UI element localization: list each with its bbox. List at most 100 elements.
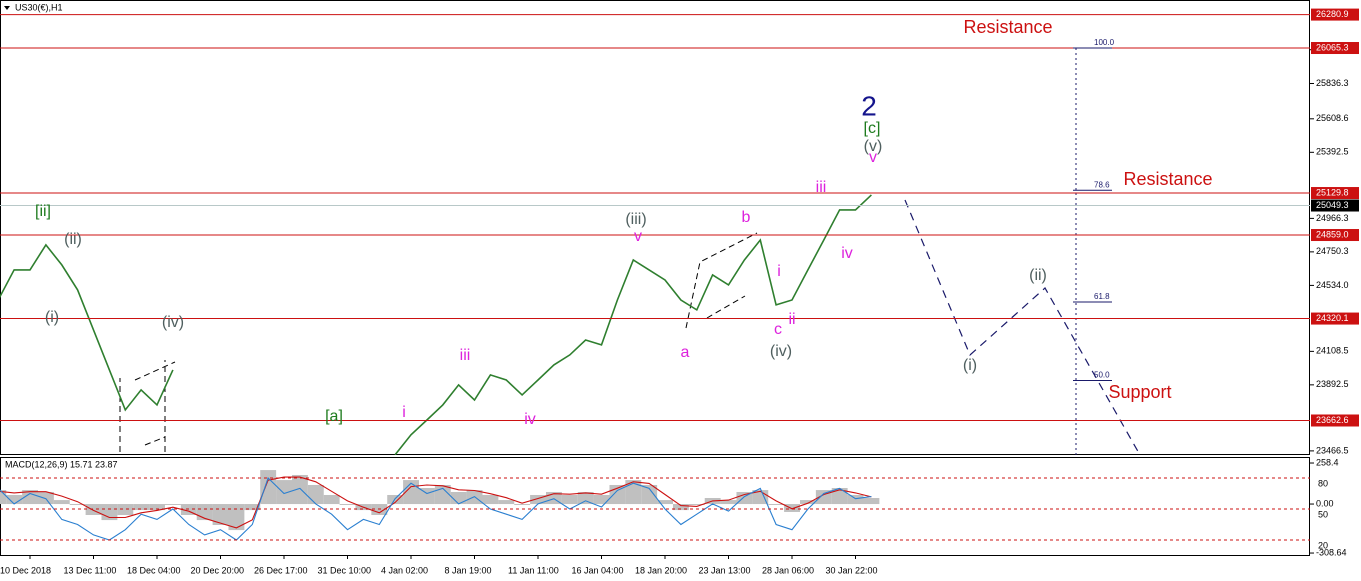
price-layer xyxy=(0,194,872,455)
wave-label: i xyxy=(777,263,781,280)
x-tick-label: 30 Jan 22:00 xyxy=(826,565,878,575)
wave-label: i xyxy=(402,404,406,421)
macd-bar xyxy=(260,470,277,505)
fib-label: 100.0 xyxy=(1094,38,1115,47)
macd-bar xyxy=(133,504,150,511)
x-tick-label: 4 Jan 02:00 xyxy=(381,565,428,575)
macd-bar xyxy=(514,504,531,505)
y-tick-label: 23892.5 xyxy=(1316,379,1349,389)
y-tick-label: 23466.5 xyxy=(1316,445,1349,455)
x-tick-label: 11 Jan 11:00 xyxy=(508,565,559,575)
wave-label: (ii) xyxy=(1029,267,1047,284)
macd-bar xyxy=(799,500,816,505)
wave-label: iii xyxy=(816,179,827,196)
macd-bar xyxy=(831,488,848,505)
macd-bar xyxy=(53,500,70,505)
y-tick-label: 24966.3 xyxy=(1316,213,1349,223)
macd-bar xyxy=(0,490,7,505)
macd-bar xyxy=(149,504,165,511)
level-tag xyxy=(1311,42,1359,55)
y-tick-label: -308.64 xyxy=(1316,547,1347,557)
oscillator-line xyxy=(0,476,872,541)
macd-bar xyxy=(482,494,499,505)
macd-bar xyxy=(228,504,245,531)
macd-bar xyxy=(37,491,54,505)
y2-tick-label: 50 xyxy=(1318,509,1328,519)
price-pane xyxy=(0,0,1310,455)
wave-label: v xyxy=(634,228,642,245)
macd-bar xyxy=(69,504,86,505)
wave-label: iv xyxy=(524,411,536,428)
macd-bar xyxy=(657,500,673,505)
channel xyxy=(119,360,176,452)
macd-bar xyxy=(117,504,134,515)
level-label: 26280.9 xyxy=(1316,9,1349,19)
macd-bar xyxy=(863,498,880,505)
wave-label: [a] xyxy=(325,408,343,425)
signal-line xyxy=(0,476,872,529)
x-tick-label: 20 Dec 20:00 xyxy=(191,565,245,575)
macd-bar xyxy=(784,504,800,512)
wave-label: iv xyxy=(841,245,853,262)
wave-label: iii xyxy=(460,347,471,364)
wave-label: Support xyxy=(1108,382,1171,402)
macd-bar xyxy=(339,504,356,505)
macd-bar xyxy=(6,494,23,505)
level-label: 24859.0 xyxy=(1316,229,1349,239)
macd-layer xyxy=(0,470,880,541)
wave-label: (v) xyxy=(864,138,883,155)
macd-bar xyxy=(22,490,38,505)
macd-bar xyxy=(641,484,658,505)
wave-label: (i) xyxy=(963,357,977,374)
projection-path xyxy=(904,199,1141,456)
y-tick-label: 24750.3 xyxy=(1316,246,1349,256)
x-tick-label: 26 Dec 17:00 xyxy=(254,565,308,575)
wave-label: Resistance xyxy=(963,17,1052,37)
macd-bar xyxy=(847,494,864,505)
level-label: 25129.8 xyxy=(1316,187,1349,197)
macd-bar xyxy=(672,504,689,511)
macd-pane xyxy=(0,457,1310,556)
y-tick-label: 258.4 xyxy=(1316,457,1339,467)
fib-label: 50.0 xyxy=(1094,371,1110,380)
level-tag xyxy=(1311,187,1359,200)
menu-triangle xyxy=(4,6,10,10)
level-tag xyxy=(1311,229,1359,242)
x-tick-label: 18 Jan 20:00 xyxy=(635,565,687,575)
macd-bar xyxy=(323,494,340,505)
price-line xyxy=(0,194,872,455)
wave-label: a xyxy=(681,344,690,361)
x-tick-label: 13 Dec 11:00 xyxy=(64,565,117,575)
chart-title: US30(€),H1 xyxy=(15,2,63,12)
macd-title: MACD(12,26,9) 15.71 23.87 xyxy=(5,459,118,469)
macd-bar xyxy=(561,494,578,505)
fib-label: 78.6 xyxy=(1094,180,1110,189)
macd-bar xyxy=(85,504,102,515)
y2-tick-label: 20 xyxy=(1318,540,1328,550)
y-tick-label: 24108.5 xyxy=(1316,346,1349,356)
x-tick-label: 23 Jan 13:00 xyxy=(699,565,751,575)
current-price-label: 25049.3 xyxy=(1316,200,1349,210)
x-tick-label: 28 Jan 06:00 xyxy=(762,565,814,575)
y-tick-label: 25392.5 xyxy=(1316,147,1349,157)
level-tag xyxy=(1311,312,1359,325)
level-label: 23662.6 xyxy=(1316,415,1349,425)
macd-bar xyxy=(720,500,737,505)
wave-label: 2 xyxy=(861,90,877,121)
x-tick-label: 8 Jan 19:00 xyxy=(445,565,492,575)
wave-label: (ii) xyxy=(64,231,82,248)
y-tick-label: 25608.6 xyxy=(1316,113,1349,123)
x-tick-label: 10 Dec 2018 xyxy=(0,565,51,575)
price-tag xyxy=(1311,199,1359,212)
x-tick-label: 31 Dec 10:00 xyxy=(318,565,372,575)
fib-label: 61.8 xyxy=(1094,292,1110,301)
wave-label: [ii] xyxy=(35,203,51,220)
wave-label: v xyxy=(869,149,877,166)
wave-label: (iv) xyxy=(162,314,184,331)
level-label: 26065.3 xyxy=(1316,42,1349,52)
wave-label: (iv) xyxy=(770,343,792,360)
wave-label: (i) xyxy=(45,309,59,326)
macd-bar xyxy=(450,491,467,505)
level-tag xyxy=(1311,8,1359,21)
